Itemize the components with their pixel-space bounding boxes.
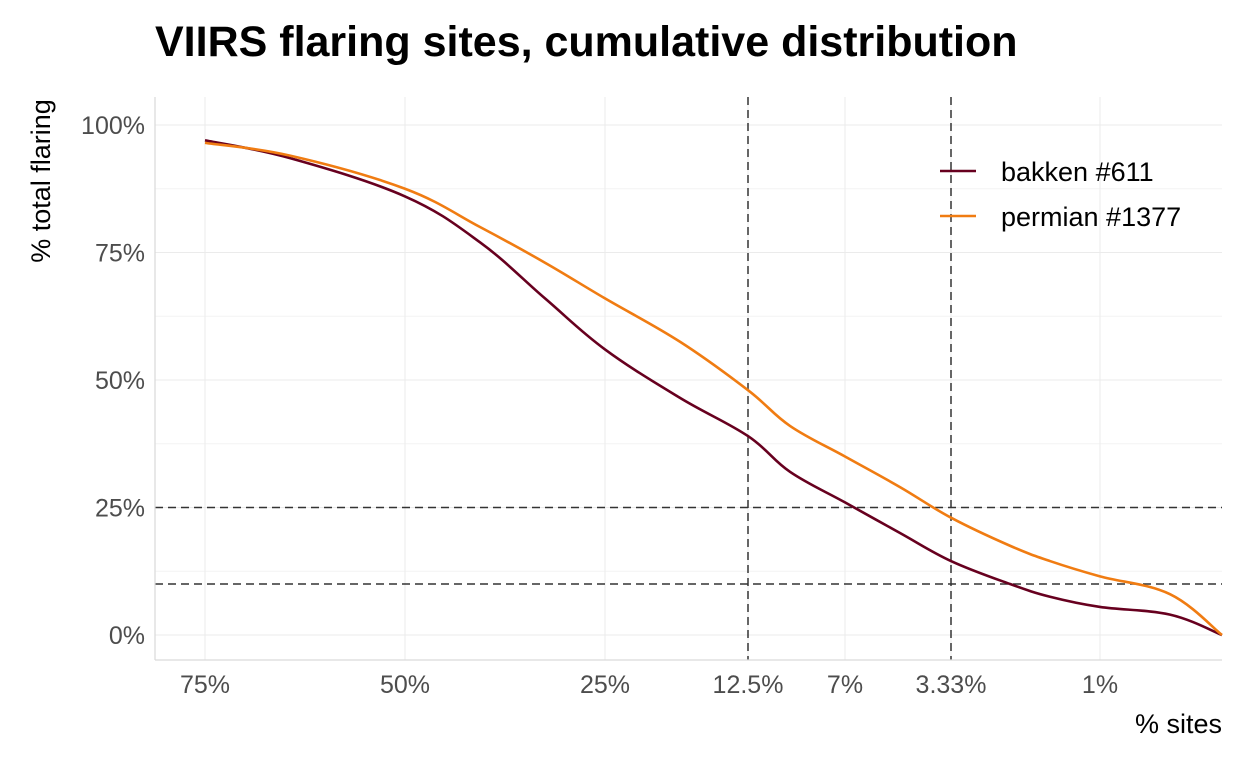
x-tick-label: 3.33%: [916, 671, 987, 699]
x-tick-label: 75%: [180, 671, 230, 699]
y-tick-label: 100%: [81, 112, 145, 140]
x-tick-label: 12.5%: [713, 671, 784, 699]
x-tick-label: 1%: [1082, 671, 1118, 699]
y-tick-label: 0%: [109, 622, 145, 650]
legend-label-1: permian #1377: [1001, 202, 1181, 232]
y-tick-label: 25%: [95, 495, 145, 523]
x-tick-label: 25%: [580, 671, 630, 699]
legend: bakken #611 permian #1377: [940, 157, 1181, 232]
series-lines: [204, 139, 1223, 637]
y-axis-title: % total flaring: [26, 99, 56, 263]
chart-title: VIIRS flaring sites, cumulative distribu…: [155, 18, 1018, 66]
series-line-0: [204, 139, 1223, 637]
x-tick-label: 7%: [827, 671, 863, 699]
axes: 0% 25% 50% 75% 100% 75% 50% 25% 12.5% 7% 3.33% 1% % …: [26, 97, 1222, 739]
x-axis-title: % sites: [1135, 709, 1222, 739]
reference-lines: [155, 97, 1222, 660]
x-tick-label: 50%: [380, 671, 430, 699]
y-tick-label: 75%: [95, 240, 145, 268]
y-tick-label: 50%: [95, 367, 145, 395]
series-line-1: [204, 141, 1223, 637]
legend-label-0: bakken #611: [1001, 157, 1154, 187]
